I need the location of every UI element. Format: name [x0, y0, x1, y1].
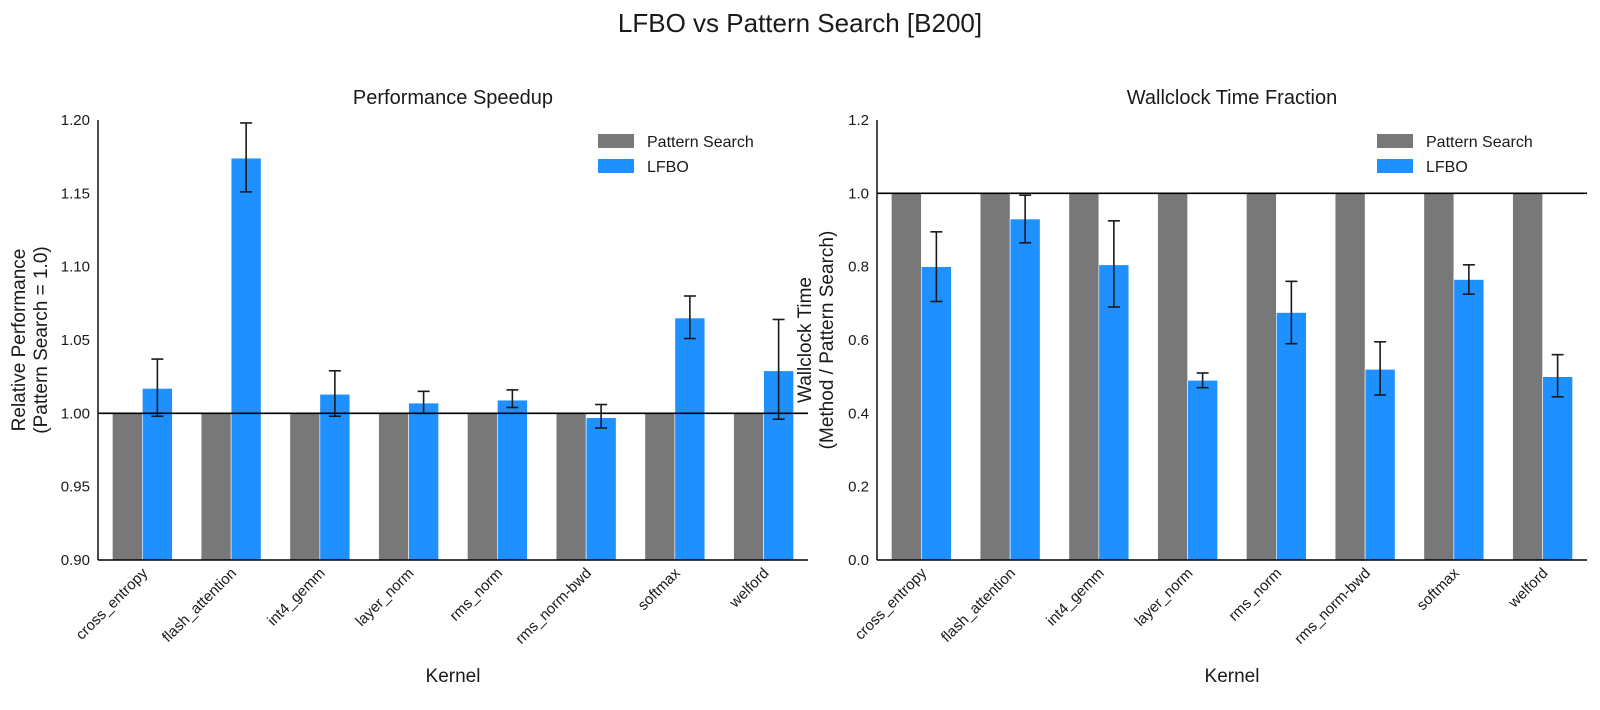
- performance-speedup-chart: Performance Speedup 0.90 0.95 1.00 1.05 1.10 1…: [9, 87, 808, 687]
- chart-title: Performance Speedup: [353, 87, 553, 109]
- lfbo-bar: [1453, 279, 1485, 561]
- legend-label-lfbo: LFBO: [1426, 159, 1468, 176]
- y-tick-label: 0.95: [61, 479, 90, 496]
- y-tick-label: 1.05: [61, 332, 90, 349]
- lfbo-bar: [408, 402, 439, 561]
- lfbo-bar: [1276, 312, 1307, 561]
- y-tick-label: 1.0: [848, 185, 869, 202]
- y-tick-label: 1.2: [848, 112, 869, 129]
- y-tick-label: 1.20: [61, 112, 90, 129]
- legend-label-pattern-search: Pattern Search: [647, 134, 754, 151]
- x-tick-label: rms_norm-bwd: [1291, 565, 1374, 648]
- legend-swatch-pattern-search: [1377, 134, 1413, 148]
- legend-label-lfbo: LFBO: [647, 159, 689, 176]
- pattern-search-bar: [289, 413, 321, 561]
- legend-swatch-lfbo: [1377, 159, 1413, 173]
- y-axis-label: Relative Performance: [9, 249, 30, 432]
- y-axis-label: Wallclock Time: [795, 277, 816, 403]
- x-tick-label: flash_attention: [159, 565, 240, 646]
- x-tick-label: softmax: [1414, 564, 1464, 614]
- legend-label-pattern-search: Pattern Search: [1426, 134, 1533, 151]
- pattern-search-bar: [1157, 193, 1188, 561]
- lfbo-bar: [585, 417, 617, 561]
- y-tick-label: 0.90: [61, 552, 90, 569]
- x-axis-label: Kernel: [1205, 666, 1260, 687]
- lfbo-bar: [921, 266, 952, 561]
- x-tick-label: softmax: [635, 564, 685, 614]
- x-tick-label: cross_entropy: [73, 564, 152, 643]
- pattern-search-bar: [467, 413, 498, 561]
- pattern-search-bar: [733, 413, 764, 561]
- legend-swatch-lfbo: [598, 159, 634, 173]
- lfbo-bar: [230, 157, 262, 561]
- y-tick-label: 0.6: [848, 332, 869, 349]
- chart-title: Wallclock Time Fraction: [1127, 87, 1337, 109]
- pattern-search-bar: [1423, 193, 1455, 561]
- legend-swatch-pattern-search: [598, 134, 634, 148]
- pattern-search-bar: [1334, 193, 1366, 561]
- lfbo-bar: [1364, 369, 1396, 561]
- y-tick-label: 0.2: [848, 479, 869, 496]
- pattern-search-bar: [378, 413, 409, 561]
- pattern-search-bar: [1512, 193, 1543, 561]
- lfbo-bar: [1187, 380, 1218, 561]
- y-axis-label: (Method / Pattern Search): [817, 231, 838, 450]
- wallclock-time-fraction-chart: Wallclock Time Fraction 0.0 0.2 0.4 0.6 0.8 1.…: [795, 87, 1587, 687]
- y-tick-label: 1.10: [61, 259, 90, 276]
- pattern-search-bar: [644, 413, 676, 561]
- y-axis-label: (Pattern Search = 1.0): [31, 246, 52, 433]
- lfbo-bar: [497, 399, 528, 561]
- pattern-search-bar: [555, 413, 587, 561]
- lfbo-bar: [674, 317, 706, 561]
- pattern-search-bar: [1068, 193, 1100, 561]
- lfbo-bar: [1009, 218, 1041, 561]
- lfbo-bar: [1098, 264, 1130, 561]
- x-tick-label: rms_norm: [1225, 565, 1285, 625]
- y-tick-label: 1.15: [61, 185, 90, 202]
- pattern-search-bar: [1246, 193, 1277, 561]
- pattern-search-bar: [112, 413, 143, 561]
- pattern-search-bar: [891, 193, 922, 561]
- x-tick-label: int4_gemm: [264, 565, 328, 629]
- y-tick-label: 0.4: [848, 405, 869, 422]
- x-tick-label: layer_norm: [1131, 565, 1196, 630]
- lfbo-bar: [319, 393, 351, 561]
- x-tick-label: rms_norm: [446, 565, 506, 625]
- y-tick-label: 0.0: [848, 552, 869, 569]
- x-tick-label: layer_norm: [352, 565, 417, 630]
- figure-title: LFBO vs Pattern Search [B200]: [618, 8, 982, 38]
- x-tick-label: flash_attention: [938, 565, 1019, 646]
- x-tick-label: rms_norm-bwd: [512, 565, 595, 648]
- pattern-search-bar: [200, 413, 232, 561]
- x-tick-label: cross_entropy: [852, 564, 931, 643]
- y-tick-label: 1.00: [61, 405, 90, 422]
- pattern-search-bar: [979, 193, 1011, 561]
- x-tick-label: int4_gemm: [1043, 565, 1107, 629]
- lfbo-bar: [1542, 376, 1573, 561]
- x-tick-label: welford: [726, 565, 773, 612]
- x-axis-label: Kernel: [426, 666, 481, 687]
- x-tick-label: welford: [1505, 565, 1552, 612]
- y-tick-label: 0.8: [848, 259, 869, 276]
